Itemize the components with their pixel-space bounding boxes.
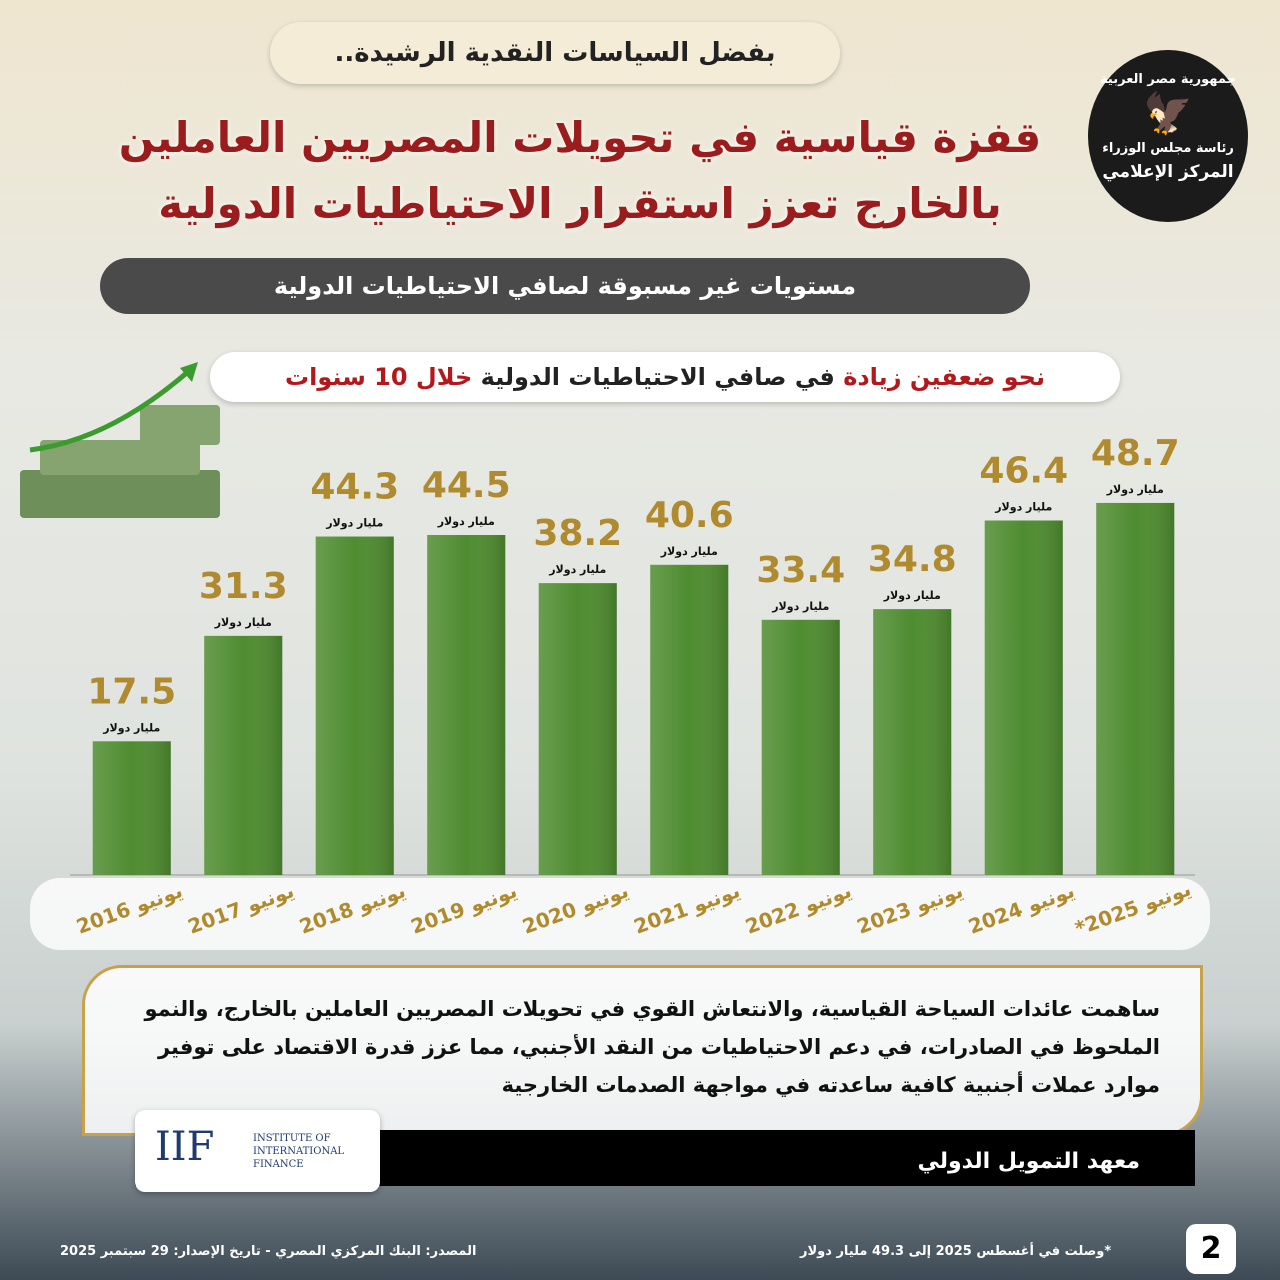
paragraph: ساهمت عائدات السياحة القياسية، والانتعاش… [80,990,1160,1104]
source-name: معهد التمويل الدولي [917,1149,1140,1174]
value-label: 44.3 [310,467,399,508]
value-unit: مليار دولار [1106,483,1164,496]
bar-shade [538,583,617,875]
value-label: 46.4 [979,451,1068,492]
value-unit: مليار دولار [883,589,941,602]
page-number: 2 [1186,1224,1236,1274]
value-unit: مليار دولار [437,515,495,528]
title: قفزة قياسية في تحويلات المصريين العاملين… [80,105,1080,237]
iif-line: INSTITUTE OF [253,1133,331,1144]
subtitle: مستويات غير مسبوقة لصافي الاحتياطيات الد… [100,258,1030,314]
title-line: بالخارج تعزز استقرار الاحتياطيات الدولية [158,179,1002,228]
iif-line: FINANCE [253,1159,304,1170]
chart-title: نحو ضعفين زيادة في صافي الاحتياطيات الدو… [210,352,1120,402]
value-unit: مليار دولار [548,563,606,576]
bar-shade [873,609,952,875]
value-label: 17.5 [87,671,176,712]
title-part: نحو ضعفين زيادة [843,363,1045,391]
bar-shade [650,564,729,875]
bar-shade [315,536,394,875]
iif-logo: IIF INSTITUTE OF INTERNATIONAL FINANCE [135,1110,380,1192]
logo-line: رئاسة مجلس الوزراء [1102,141,1234,156]
value-unit: مليار دولار [994,501,1052,514]
para-line: الملحوظ في الصادرات، في دعم الاحتياطيات … [157,1035,1160,1059]
iif-acronym: IIF [155,1124,215,1170]
iif-line: INTERNATIONAL [253,1146,345,1157]
bar-shade [1096,502,1175,875]
logo-line: جمهورية مصر العربية [1100,72,1236,87]
value-unit: مليار دولار [325,517,383,530]
para-line: موارد عملات أجنبية كافية ساعدته في مواجه… [501,1073,1160,1097]
value-label: 44.5 [422,465,511,506]
bar-shade [761,619,840,875]
title-part: في صافي الاحتياطيات الدولية [480,363,835,391]
header-tag: بفضل السياسات النقدية الرشيدة.. [270,22,840,84]
value-label: 48.7 [1091,433,1180,474]
logo: جمهورية مصر العربية 🦅 رئاسة مجلس الوزراء… [1088,50,1248,222]
footnote: *وصلت في أغسطس 2025 إلى 49.3 مليار دولار [800,1244,1112,1259]
footer-source: المصدر: البنك المركزي المصري - تاريخ الإ… [60,1244,477,1259]
iif-name: INSTITUTE OF INTERNATIONAL FINANCE [253,1132,344,1171]
emblem: 🦅 [1143,91,1193,137]
bar-shade [984,520,1063,875]
value-label: 40.6 [645,495,734,536]
bar-shade [92,741,171,875]
title-part: خلال 10 سنوات [285,363,473,391]
value-unit: مليار دولار [214,616,272,629]
title-line: قفزة قياسية في تحويلات المصريين العاملين [118,113,1042,162]
value-unit: مليار دولار [771,600,829,613]
logo-line: المركز الإعلامي [1102,162,1234,182]
value-unit: مليار دولار [102,721,160,734]
value-label: 31.3 [199,566,288,607]
note-box [82,965,1203,1136]
value-label: 33.4 [756,550,845,591]
bar-shade [427,535,506,875]
value-label: 38.2 [533,513,622,554]
value-label: 34.8 [868,539,957,580]
money-icon [20,362,220,518]
para-line: ساهمت عائدات السياحة القياسية، والانتعاش… [144,997,1160,1021]
axis-band [30,878,1210,950]
value-unit: مليار دولار [660,545,718,558]
bar-shade [204,635,283,875]
